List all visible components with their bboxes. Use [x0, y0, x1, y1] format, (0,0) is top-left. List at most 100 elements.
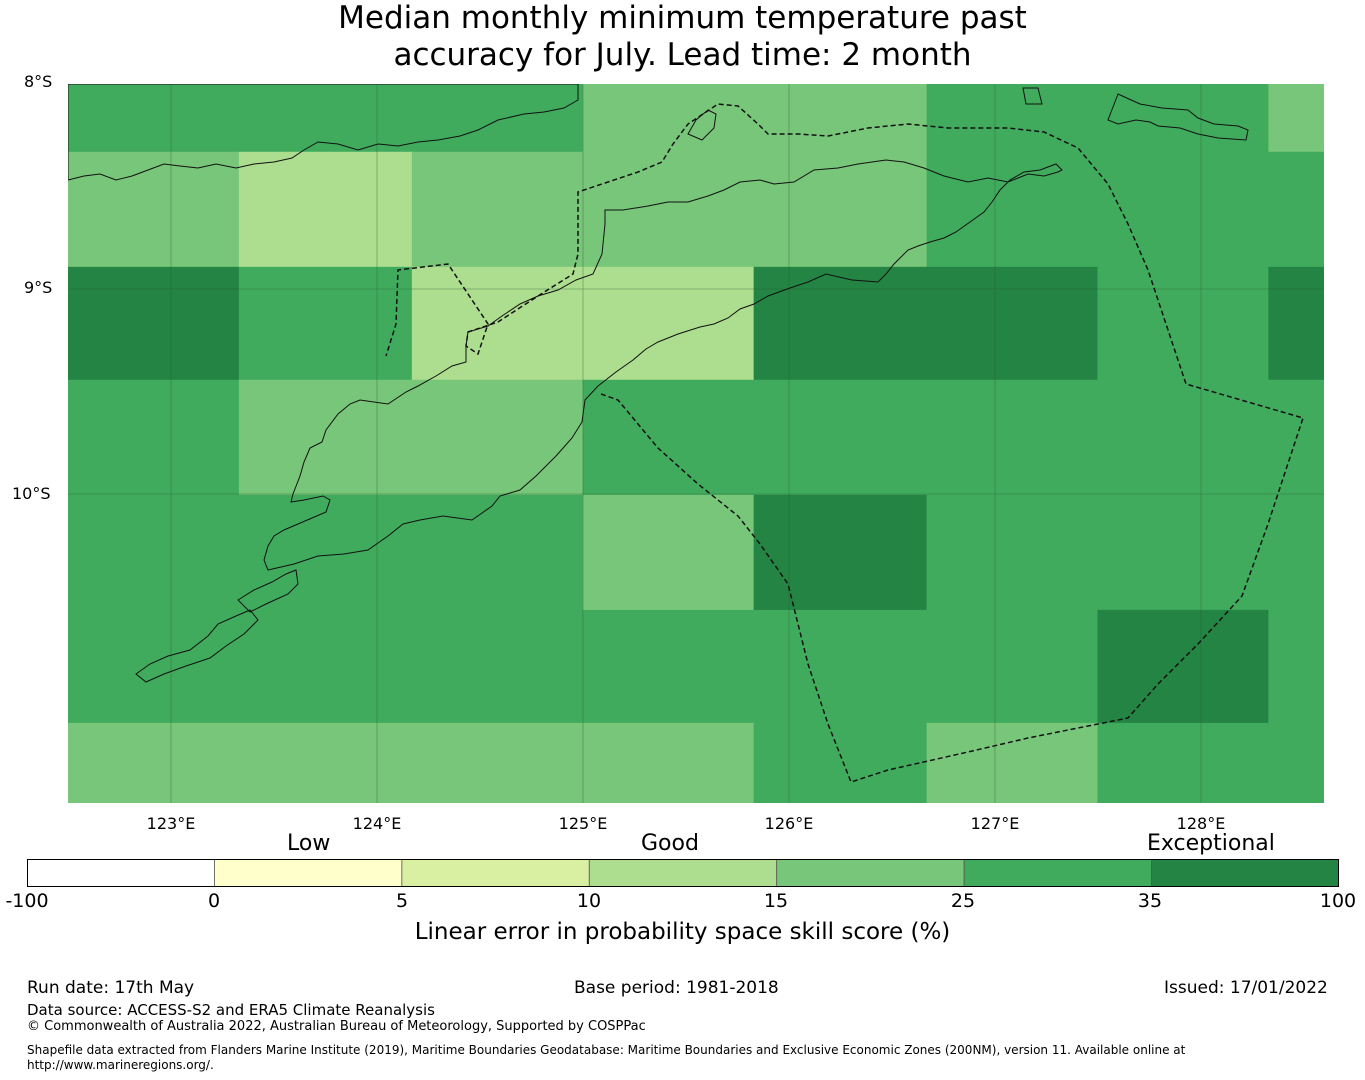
colorbar-segment-3: [588, 859, 778, 887]
issued-date: Issued: 17/01/2022: [1164, 978, 1328, 998]
map-title-line-2: accuracy for July. Lead time: 2 month: [393, 37, 972, 73]
grid-cell-r2-c3: [582, 266, 755, 381]
colorbar-segment-1: [214, 859, 403, 887]
lat-label-10s: 10°S: [12, 484, 51, 503]
colorbar-category-exceptional: Exceptional: [1147, 831, 1275, 856]
grid-cell-r6-c7: [1268, 722, 1324, 803]
lat-label-8s: 8°S: [24, 72, 53, 91]
grid-cell-r2-c7: [1268, 266, 1324, 381]
colorbar-segment-0: [27, 859, 215, 887]
colorbar-segments: [27, 859, 1339, 887]
grid-cell-r6-c4: [753, 722, 928, 803]
grid-cell-r4-c2: [411, 494, 584, 611]
colorbar-segment-4: [776, 859, 965, 887]
grid-cell-r5-c7: [1268, 609, 1324, 724]
colorbar-tick-100: 100: [1319, 890, 1357, 912]
coastline-flores: [68, 84, 579, 181]
data-source: Data source: ACCESS-S2 and ERA5 Climate …: [27, 1001, 435, 1019]
base-period: Base period: 1981-2018: [574, 978, 779, 998]
grid-cell-r6-c5: [926, 722, 1099, 803]
grid-cell-r2-c0: [68, 266, 240, 381]
lon-label-123e: 123°E: [146, 814, 196, 833]
coastline-alor-east: [1107, 93, 1249, 141]
grid-cell-r5-c1: [238, 609, 413, 724]
colorbar-tick-minus100: -100: [5, 890, 49, 912]
coastline-rote: [237, 569, 299, 613]
grid-cell-r1-c0: [68, 151, 240, 268]
colorbar-segment-5: [963, 859, 1152, 887]
grid-cell-r5-c0: [68, 609, 240, 724]
grid-cell-r0-c7: [1268, 84, 1324, 153]
colorbar-tick-0: 0: [207, 890, 221, 912]
grid-cell-r3-c4: [753, 379, 928, 496]
colorbar-segment-2: [401, 859, 590, 887]
eez-boundary: [385, 103, 1304, 783]
grid-cell-r6-c0: [68, 722, 240, 803]
grid-cell-r1-c1: [238, 151, 413, 268]
grid-cell-r1-c4: [753, 151, 928, 268]
colorbar-outline: [27, 859, 1339, 887]
grid-cell-r2-c4: [753, 266, 928, 381]
grid-cell-r6-c2: [411, 722, 584, 803]
skill-score-map: [68, 84, 1324, 803]
lon-label-128e: 128°E: [1176, 814, 1226, 833]
coastlines: [68, 84, 1249, 683]
colorbar-tick-35: 35: [1137, 890, 1163, 912]
coastline-atauro: [687, 109, 717, 141]
lon-label-127e: 127°E: [970, 814, 1020, 833]
colorbar-tick-5: 5: [395, 890, 409, 912]
grid-cell-r4-c4: [753, 494, 928, 611]
lon-label-124e: 124°E: [352, 814, 402, 833]
lon-label-125e: 125°E: [558, 814, 608, 833]
grid-cell-r3-c6: [1097, 379, 1269, 496]
grid-cell-r0-c0: [68, 84, 240, 153]
coastline-timor: [263, 159, 1063, 571]
lon-label-126e: 126°E: [764, 814, 814, 833]
colorbar-segment-6: [1151, 859, 1339, 887]
copyright: © Commonwealth of Australia 2022, Austra…: [27, 1019, 646, 1034]
colorbar-category-good: Good: [641, 831, 699, 856]
eez-boundary-timor-leste: [385, 103, 1304, 783]
grid-cell-r4-c7: [1268, 494, 1324, 611]
grid-cell-r3-c0: [68, 379, 240, 496]
grid-cell-r1-c6: [1097, 151, 1269, 268]
grid-cell-r2-c6: [1097, 266, 1269, 381]
grid-cell-r3-c1: [238, 379, 413, 496]
grid-cell-r5-c3: [582, 609, 755, 724]
grid-cell-r6-c1: [238, 722, 413, 803]
grid-cell-r0-c4: [753, 84, 928, 153]
grid-cell-r4-c1: [238, 494, 413, 611]
grid-cell-r1-c7: [1268, 151, 1324, 268]
grid-cell-r5-c6: [1097, 609, 1269, 724]
grid-cell-r3-c2: [411, 379, 584, 496]
grid-cell-r2-c1: [238, 266, 413, 381]
colorbar-category-low: Low: [287, 831, 331, 856]
grid-cell-r0-c3: [582, 84, 755, 153]
coastline-wetar: [1022, 87, 1043, 105]
grid-cell-r4-c0: [68, 494, 240, 611]
colorbar-title: Linear error in probability space skill …: [414, 919, 951, 945]
grid-cell-r3-c3: [582, 379, 755, 496]
graticule: [68, 84, 1324, 803]
grid-cell-r1-c2: [411, 151, 584, 268]
grid-cell-r6-c6: [1097, 722, 1269, 803]
run-date: Run date: 17th May: [27, 978, 195, 998]
lat-label-9s: 9°S: [24, 278, 53, 297]
colorbar-tick-10: 10: [576, 890, 602, 912]
map-title: Median monthly minimum temperature past …: [180, 0, 1185, 74]
grid-cell-r1-c5: [926, 151, 1099, 268]
grid-cell-r2-c5: [926, 266, 1099, 381]
skill-grid: [68, 84, 1324, 803]
coastline-sawu: [135, 609, 259, 683]
grid-cell-r6-c3: [582, 722, 755, 803]
grid-cell-r0-c6: [1097, 84, 1269, 153]
grid-cell-r5-c4: [753, 609, 928, 724]
colorbar-tick-25: 25: [950, 890, 976, 912]
shapefile-credit: Shapefile data extracted from Flanders M…: [27, 1043, 1186, 1072]
grid-cell-r0-c1: [238, 84, 413, 153]
grid-cell-r4-c3: [582, 494, 755, 611]
map-title-line-1: Median monthly minimum temperature past: [338, 0, 1027, 36]
grid-cell-r5-c2: [411, 609, 584, 724]
grid-cell-r3-c5: [926, 379, 1099, 496]
grid-cell-r5-c5: [926, 609, 1099, 724]
